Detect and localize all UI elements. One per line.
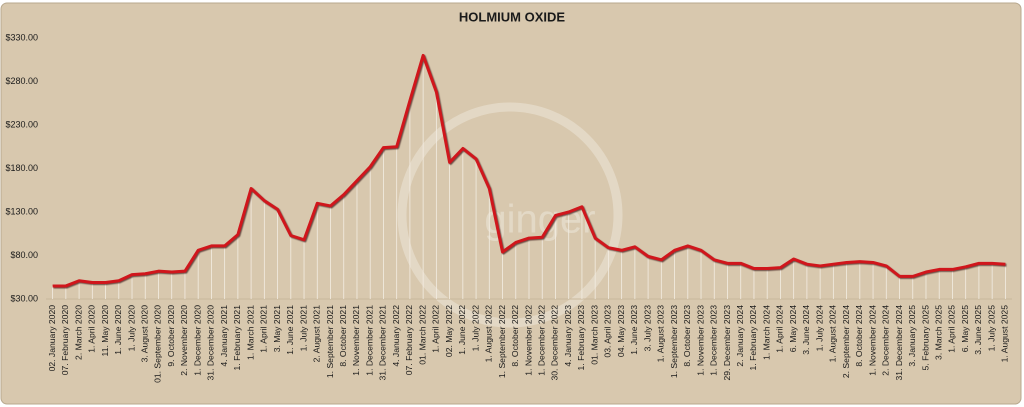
x-tick-label: 1. August 2023 [656, 305, 666, 363]
x-tick-label: 1. February 2024 [748, 305, 758, 371]
x-tick-label: 3. June 2024 [801, 305, 811, 355]
x-tick-label: 1. July 2025 [986, 305, 996, 352]
x-tick-label: 31. December 2021 [378, 305, 388, 381]
x-tick-label: 1. June 2021 [285, 305, 295, 355]
x-tick-label: 2. January 2024 [735, 305, 745, 367]
x-tick-label: 1. April 2022 [431, 305, 441, 353]
x-tick-label: 1. June 2023 [629, 305, 639, 355]
x-tick-label: 3. March 2025 [933, 305, 943, 360]
x-tick-label: 3. July 2023 [642, 305, 652, 352]
x-tick-label: 31. December 2024 [894, 305, 904, 381]
x-tick-label: 2. November 2020 [179, 305, 189, 376]
x-tick-label: 01. March 2022 [417, 305, 427, 365]
x-tick-label: 3. August 2020 [140, 305, 150, 363]
x-tick-label: 1. December 2022 [536, 305, 546, 376]
x-tick-label: 1. December 2020 [192, 305, 202, 376]
x-tick-label: 1. August 2024 [828, 305, 838, 363]
y-tick-label: $80.00 [10, 250, 38, 260]
x-tick-label: 1. September 2023 [669, 305, 679, 378]
chart-title: HOLMIUM OXIDE [459, 9, 565, 24]
x-tick-label: 1. July 2024 [814, 305, 824, 352]
x-tick-label: 04. May 2023 [616, 305, 626, 357]
watermark-ring [397, 102, 623, 328]
x-tick-label: 1. November 2024 [867, 305, 877, 376]
y-tick-label: $30.00 [10, 293, 38, 303]
x-tick-label: 8. October 2023 [682, 305, 692, 367]
y-tick-label: $330.00 [5, 32, 38, 42]
x-tick-label: 1. September 2021 [325, 305, 335, 378]
x-tick-label: 3. January 2025 [907, 305, 917, 367]
x-tick-label: 1. November 2022 [523, 305, 533, 376]
x-tick-label: 2. December 2024 [881, 305, 891, 376]
x-tick-label: 8. October 2024 [854, 305, 864, 367]
x-tick-label: 8. October 2022 [510, 305, 520, 367]
x-tick-label: 1. March 2024 [761, 305, 771, 360]
y-tick-label: $230.00 [5, 119, 38, 129]
x-tick-label: 1. July 2021 [298, 305, 308, 352]
x-tick-label: 9. October 2020 [166, 305, 176, 367]
x-tick-label: 1. April 2024 [775, 305, 785, 353]
x-tick-label: 02. January 2020 [47, 305, 57, 372]
x-tick-label: 1. December 2021 [364, 305, 374, 376]
x-tick-label: 1. November 2021 [351, 305, 361, 376]
x-tick-label: 5. February 2025 [920, 305, 930, 371]
x-tick-label: 1. September 2022 [497, 305, 507, 378]
x-tick-label: 4. January 2022 [391, 305, 401, 367]
watermark: ginger [484, 198, 595, 242]
x-tick-label: 1. June 2022 [457, 305, 467, 355]
x-tick-label: 1. November 2023 [695, 305, 705, 376]
x-tick-label: 6. May 2024 [788, 305, 798, 353]
x-tick-label: 1. August 2025 [1000, 305, 1010, 363]
x-tick-label: 30. December 2022 [550, 305, 560, 381]
x-tick-label: 1. April 2021 [259, 305, 269, 353]
x-tick-label: 2. September 2024 [841, 305, 851, 378]
x-tick-label: 1. December 2023 [709, 305, 719, 376]
x-tick-label: 8. October 2021 [338, 305, 348, 367]
x-tick-label: 02. May 2022 [444, 305, 454, 357]
x-tick-label: 1. August 2022 [484, 305, 494, 363]
x-tick-label: 3. June 2025 [973, 305, 983, 355]
x-tick-label: 01. September 2020 [153, 305, 163, 383]
x-tick-label: 2. August 2021 [312, 305, 322, 363]
x-tick-label: 01. March 2023 [589, 305, 599, 365]
x-tick-label: 4. January 2023 [563, 305, 573, 367]
series-line [52, 53, 1006, 288]
y-tick-label: $130.00 [5, 206, 38, 216]
x-tick-label: 03. April 2023 [603, 305, 613, 358]
x-tick-label: 31. December 2020 [206, 305, 216, 381]
y-tick-label: $180.00 [5, 163, 38, 173]
x-tick-label: 2. March 2020 [73, 305, 83, 360]
x-tick-label: 07. February 2022 [404, 305, 414, 375]
x-tick-label: 1. February 2023 [576, 305, 586, 371]
x-tick-label: 4. January 2021 [219, 305, 229, 367]
y-tick-label: $280.00 [5, 76, 38, 86]
x-tick-label: 1. April 2025 [947, 305, 957, 353]
x-tick-label: 3. May 2021 [272, 305, 282, 353]
x-tick-label: 07. February 2020 [60, 305, 70, 375]
x-tick-label: 1. July 2020 [126, 305, 136, 352]
x-tick-label: 1. February 2021 [232, 305, 242, 371]
x-tick-label: 29. December 2023 [722, 305, 732, 381]
x-tick-label: 1. July 2022 [470, 305, 480, 352]
x-tick-label: 1. March 2021 [245, 305, 255, 360]
x-tick-label: 1. April 2020 [87, 305, 97, 353]
x-tick-label: 11. May 2020 [100, 305, 110, 357]
x-tick-label: 1. June 2020 [113, 305, 123, 355]
x-tick-label: 6. May 2025 [960, 305, 970, 353]
